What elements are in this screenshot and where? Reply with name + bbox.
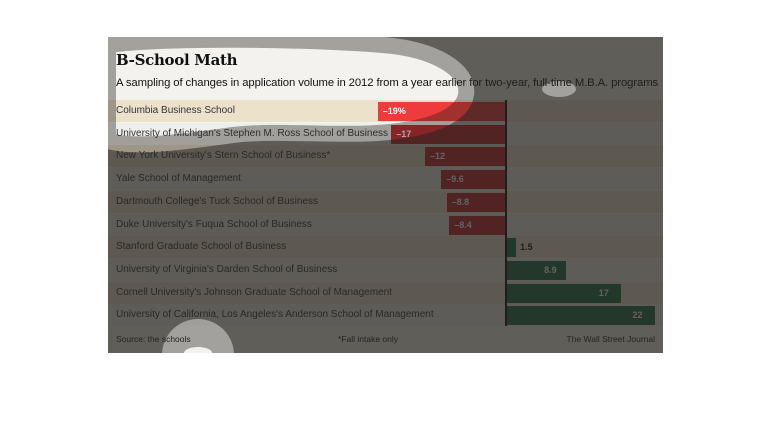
category-label: Yale School of Management [116, 173, 241, 185]
footnote: *Fall intake only [338, 334, 399, 344]
zero-axis [505, 100, 507, 326]
data-label: –19% [382, 106, 406, 116]
table-row: Stanford Graduate School of Business 1.5 [108, 236, 663, 259]
table-row: Duke University's Fuqua School of Busine… [108, 213, 663, 236]
category-label: Stanford Graduate School of Business [116, 241, 287, 253]
table-row: University of Virginia's Darden School o… [108, 258, 663, 281]
chart-subtitle: A sampling of changes in application vol… [116, 77, 659, 89]
table-row: University of California, Los Angeles's … [108, 304, 663, 327]
category-label: Columbia Business School [116, 105, 235, 116]
category-label: Cornell University's Johnson Graduate Sc… [116, 286, 392, 298]
chart-title: B-School Math [116, 51, 238, 69]
data-label: –8.4 [454, 219, 472, 230]
data-label: 22 [632, 310, 643, 321]
table-row: Columbia Business School –19% [108, 100, 663, 122]
table-row: Cornell University's Johnson Graduate Sc… [108, 281, 663, 304]
source-note: Source: the schools [116, 334, 191, 344]
table-row: University of Michigan's Stephen M. Ross… [108, 122, 663, 145]
data-label: –9.6 [446, 174, 464, 185]
data-label: –12 [430, 151, 446, 162]
table-row: New York University's Stern School of Bu… [108, 145, 663, 168]
category-label: University of Virginia's Darden School o… [116, 263, 338, 275]
data-label: –17 [396, 128, 412, 139]
bar [506, 238, 517, 258]
table-row: Dartmouth College's Tuck School of Busin… [108, 190, 663, 213]
category-label: Dartmouth College's Tuck School of Busin… [116, 195, 319, 207]
table-row: Yale School of Management –9.6 [108, 168, 663, 191]
data-label: 8.9 [544, 264, 557, 275]
category-label: New York University's Stern School of Bu… [116, 150, 331, 162]
category-label: University of Michigan's Stephen M. Ross… [116, 127, 389, 139]
credit: The Wall Street Journal [566, 334, 656, 344]
category-label: Duke University's Fuqua School of Busine… [116, 218, 312, 230]
data-label: –8.8 [451, 196, 470, 207]
category-label: University of California, Los Angeles's … [116, 309, 434, 321]
chart: B-School Math A sampling of changes in a… [108, 37, 663, 353]
data-label: 17 [598, 287, 609, 298]
data-label: 1.5 [520, 242, 533, 253]
bar [506, 260, 567, 280]
